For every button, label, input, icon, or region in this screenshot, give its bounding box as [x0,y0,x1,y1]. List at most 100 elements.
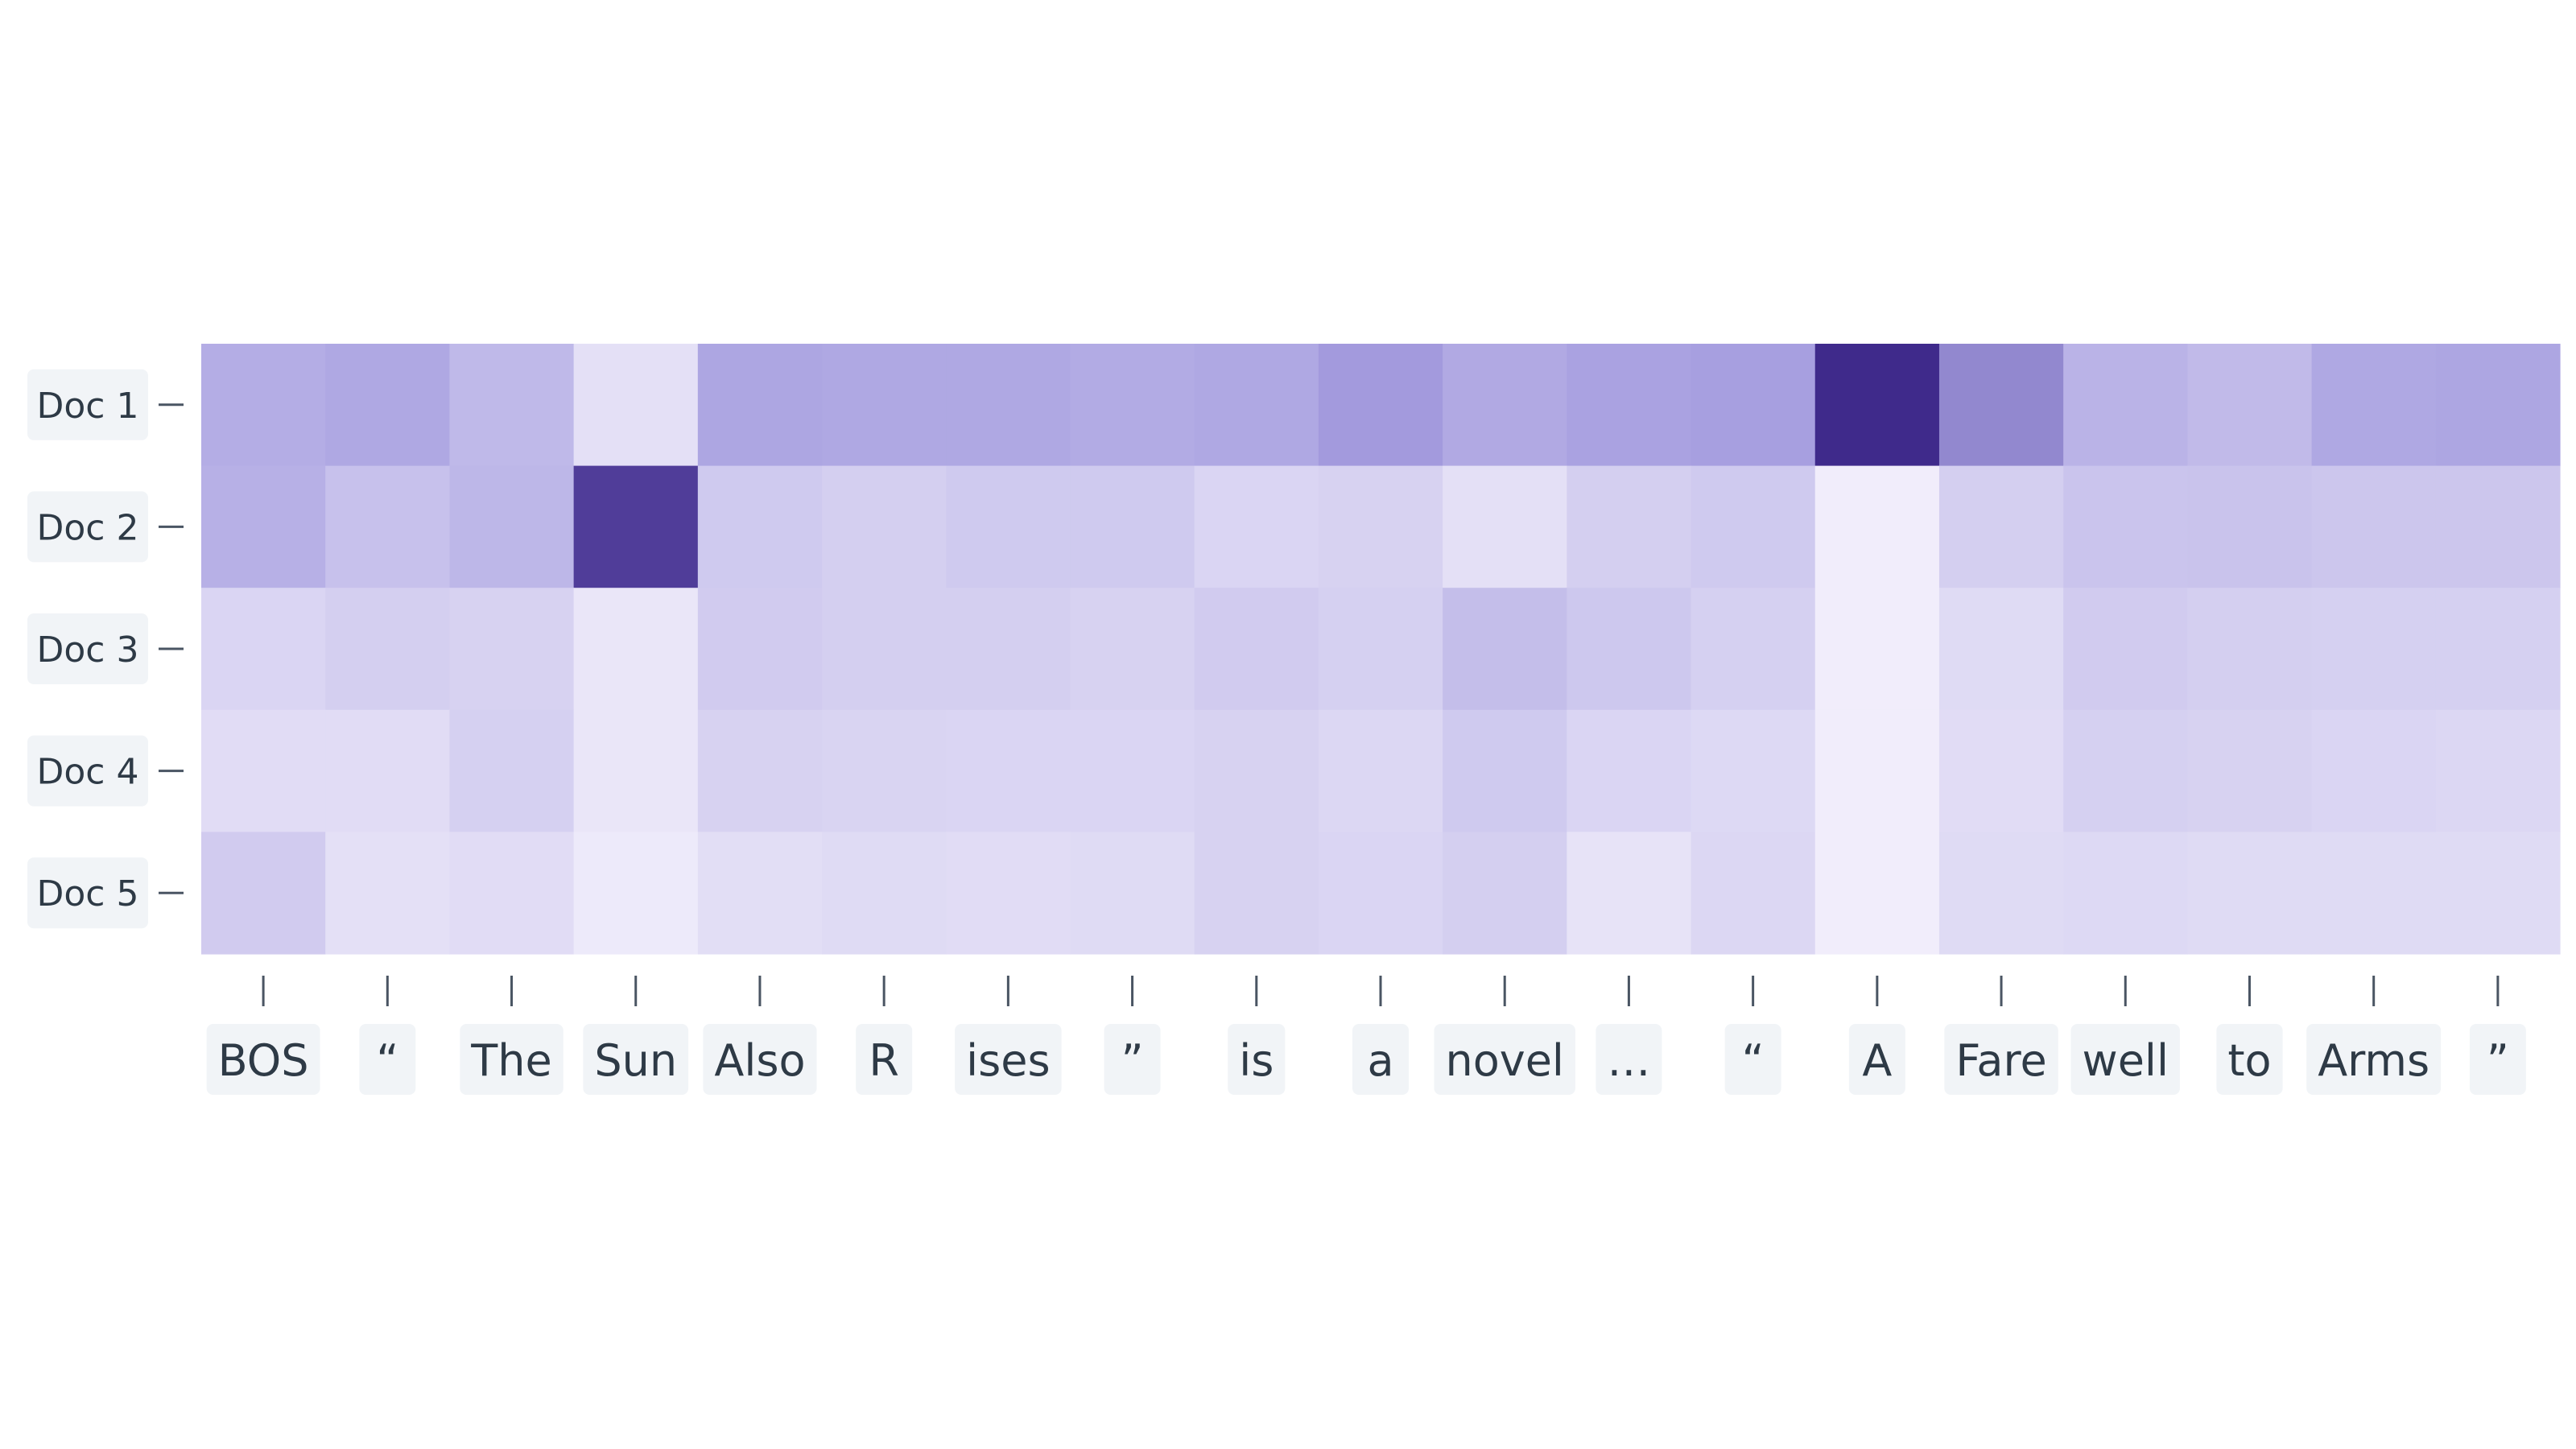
x-tick-label: The [470,1035,551,1086]
heatmap-cell [1443,465,1567,588]
heatmap-cell [1690,344,1816,467]
y-tick-label-box [27,857,148,929]
heatmap-cell [822,832,947,955]
heatmap-cell [1443,832,1567,955]
y-tick-label-box [27,491,148,563]
x-tick-label-box [703,1024,817,1095]
heatmap-cell [1938,588,2064,711]
x-tick-label-box [1724,1024,1781,1095]
x-tick-label: … [1607,1035,1650,1086]
heatmap-cell [1814,588,1940,711]
x-tick-label: a [1367,1035,1393,1086]
y-tick-label: Doc 4 [37,752,139,793]
heatmap-cell [1070,344,1195,467]
y-tick-label: Doc 1 [37,386,139,427]
heatmap-cell [1443,588,1567,711]
x-tick-label-box [460,1024,564,1095]
heatmap-cell [1567,465,1692,588]
x-tick-label-box [955,1024,1062,1095]
x-tick-label-box [1944,1024,2058,1095]
heatmap-cell [946,588,1071,711]
heatmap-cell [1070,465,1195,588]
x-tick-label-box [1596,1024,1662,1095]
x-tick-label: is [1239,1035,1274,1086]
heatmap-cell [2311,709,2437,832]
heatmap-cell [573,832,699,955]
heatmap-cell [822,465,947,588]
x-tick-label: A [1862,1035,1892,1086]
x-tick-label: Fare [1955,1035,2046,1086]
heatmap-cell [1070,709,1195,832]
heatmap-cell [1814,344,1940,467]
heatmap-cell [1938,344,2064,467]
heatmap-cell [449,832,575,955]
heatmap-cell [822,588,947,711]
x-tick-label-box [359,1024,416,1095]
heatmap-cell [1443,344,1567,467]
heatmap-cell [2311,588,2437,711]
heatmap-cell [946,344,1071,467]
heatmap-cell [573,344,699,467]
x-tick-label-box [1228,1024,1286,1095]
x-tick-label: “ [376,1035,398,1086]
heatmap-cell [697,588,823,711]
y-tick-label: Doc 2 [37,507,139,548]
heatmap-cell [449,709,575,832]
x-tick-label: ” [1121,1035,1144,1086]
x-tick-label: Also [714,1035,805,1086]
heatmap-cell [1938,709,2064,832]
heatmap-cell [1690,832,1816,955]
heatmap-cell [822,344,947,467]
heatmap-cell [1567,832,1692,955]
x-tick-label-box [583,1024,689,1095]
x-tick-label: “ [1742,1035,1765,1086]
heatmap-cell [2435,588,2561,711]
heatmap-cell [1194,588,1319,711]
heatmap-cell [325,832,451,955]
x-tick-label: to [2227,1035,2271,1086]
heatmap-cell [1690,709,1816,832]
heatmap-cell [1318,832,1443,955]
heatmap-cell [449,465,575,588]
heatmap-cell [2063,709,2188,832]
heatmap-cell [2435,465,2561,588]
heatmap-cell [2187,832,2313,955]
heatmap-cell [2063,588,2188,711]
x-tick-label: novel [1445,1035,1563,1086]
heatmap-cell [1938,832,2064,955]
y-tick-label: Doc 5 [37,873,139,914]
heatmap-cell [325,465,451,588]
heatmap-cell [1318,709,1443,832]
heatmap-cell [201,588,326,711]
heatmap-cell [697,465,823,588]
x-tick-label: Arms [2318,1035,2429,1086]
heatmap-cell [201,344,326,467]
y-tick-label-box [27,735,148,807]
y-tick-label: Doc 3 [37,630,139,671]
heatmap-cell [573,588,699,711]
heatmap-cell [1318,465,1443,588]
heatmap-cell [2187,465,2313,588]
heatmap-cell [325,344,451,467]
heatmap-cell [2311,832,2437,955]
heatmap-cell [449,344,575,467]
heatmap-cell [697,709,823,832]
y-tick-label-box [27,613,148,684]
heatmap-cell [1690,465,1816,588]
x-tick-label-box [1434,1024,1575,1095]
heatmap-cell [2187,344,2313,467]
heatmap-cell [946,832,1071,955]
heatmap-cells [201,344,2561,955]
heatmap-cell [822,709,947,832]
heatmap-cell [201,832,326,955]
x-tick-label-box [1352,1024,1409,1095]
heatmap-cell [2435,709,2561,832]
x-tick-label-box [1104,1024,1161,1095]
heatmap-cell [1194,344,1319,467]
heatmap-cell [1194,832,1319,955]
heatmap-cell [2063,344,2188,467]
heatmap-cell [1567,588,1692,711]
heatmap-cell [1567,709,1692,832]
heatmap-cell [1194,465,1319,588]
heatmap-cell [2187,588,2313,711]
